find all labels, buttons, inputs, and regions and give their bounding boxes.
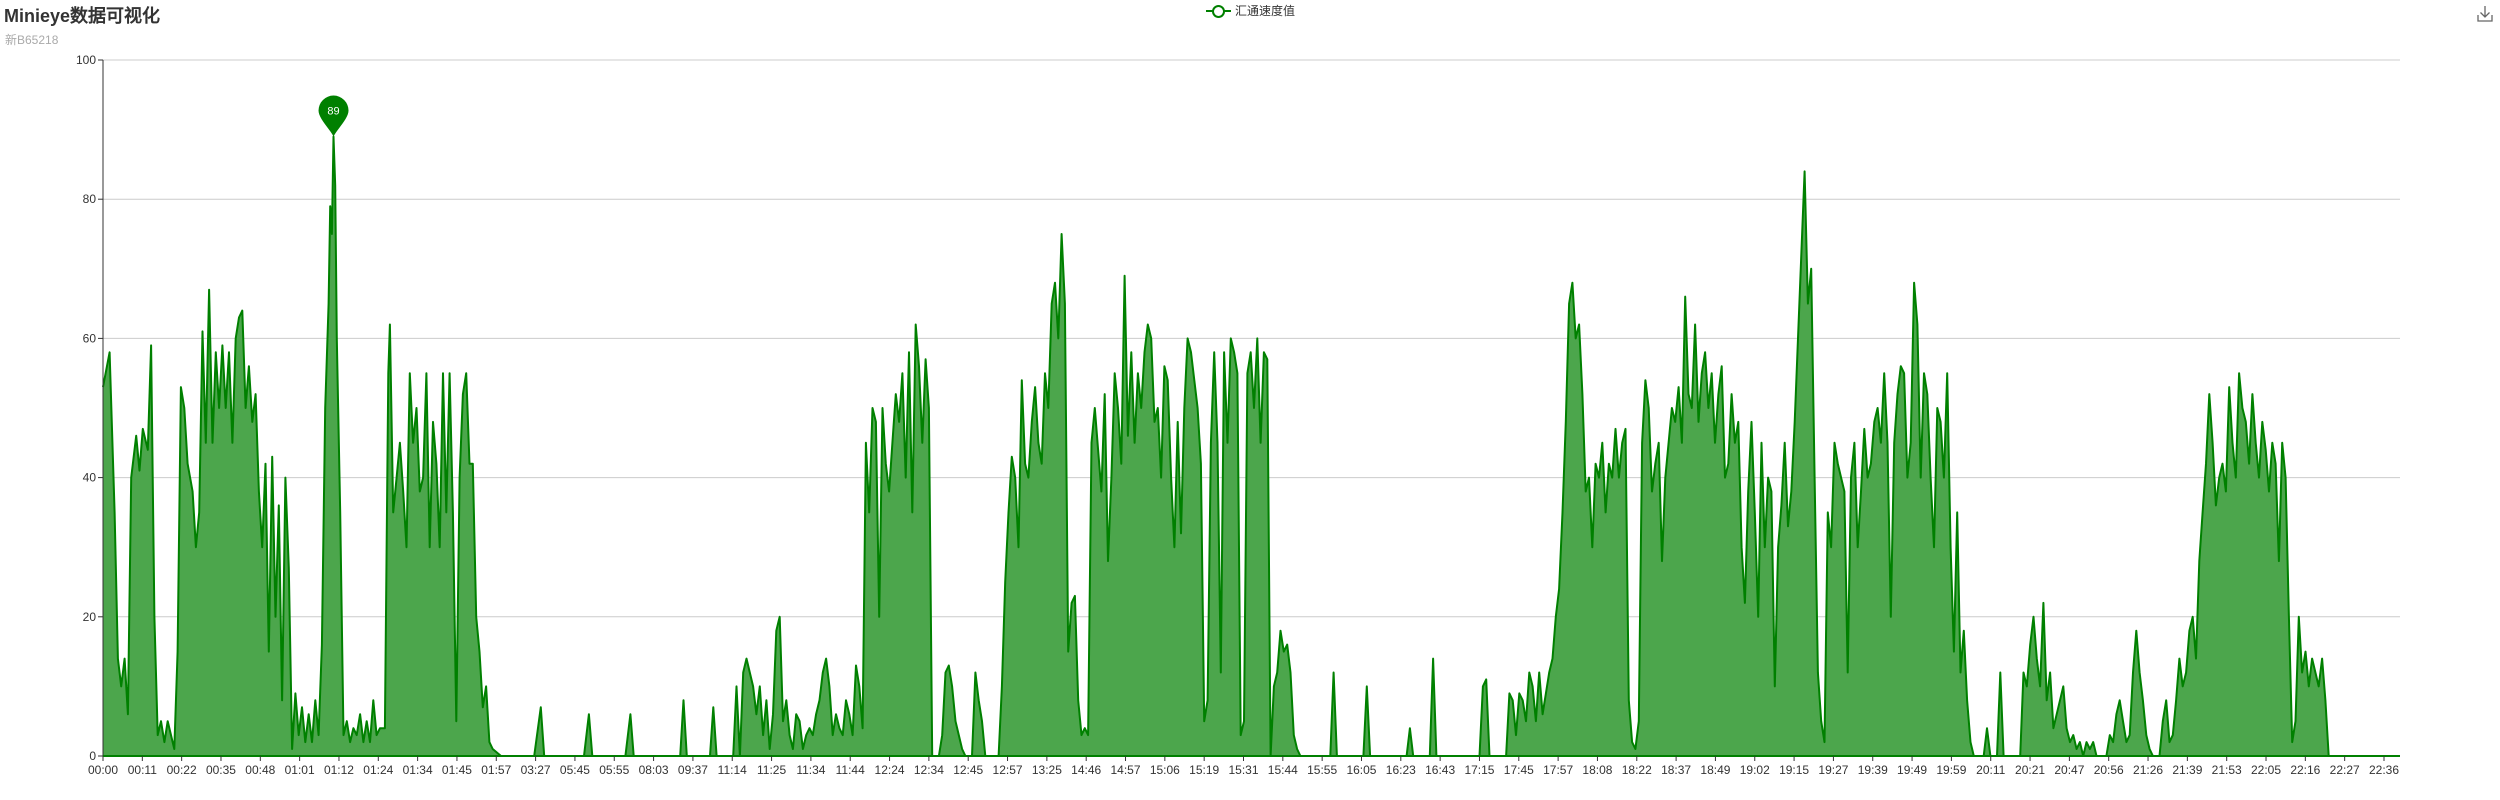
- x-tick-label: 01:24: [363, 763, 393, 777]
- x-tick-label: 20:11: [1976, 763, 2005, 777]
- x-tick-label: 01:34: [403, 763, 433, 777]
- max-pin-marker[interactable]: [318, 95, 349, 137]
- x-tick-label: 19:39: [1858, 763, 1888, 777]
- download-icon-graphic: [2477, 6, 2493, 22]
- y-tick-label: 40: [83, 471, 97, 485]
- x-tick-label: 22:27: [2330, 763, 2360, 777]
- x-tick-label: 21:53: [2212, 763, 2242, 777]
- download-icon[interactable]: [2475, 4, 2495, 24]
- x-tick-label: 11:25: [757, 763, 786, 777]
- x-tick-label: 17:45: [1504, 763, 1534, 777]
- x-tick-label: 00:11: [128, 763, 157, 777]
- x-tick-label: 11:44: [836, 763, 865, 777]
- x-tick-label: 15:19: [1189, 763, 1219, 777]
- x-tick-label: 17:15: [1464, 763, 1494, 777]
- x-tick-label: 05:45: [560, 763, 590, 777]
- x-tick-label: 01:12: [324, 763, 354, 777]
- x-tick-label: 00:22: [167, 763, 197, 777]
- x-tick-label: 18:49: [1700, 763, 1730, 777]
- axes: [102, 60, 2400, 757]
- x-tick-label: 16:43: [1425, 763, 1455, 777]
- x-tick-label: 18:22: [1622, 763, 1652, 777]
- x-tick-label: 19:59: [1936, 763, 1966, 777]
- x-tick-label: 12:57: [993, 763, 1023, 777]
- legend-line-circle-icon: [1206, 4, 1231, 18]
- x-tick-label: 00:35: [206, 763, 236, 777]
- x-tick-label: 20:47: [2054, 763, 2084, 777]
- x-tick-label: 16:05: [1346, 763, 1376, 777]
- series-line: [102, 135, 2330, 757]
- x-tick-label: 14:46: [1071, 763, 1101, 777]
- x-tick-label: 13:25: [1032, 763, 1062, 777]
- chart-title: Minieye数据可视化: [4, 6, 161, 26]
- chart-subtitle: 新B65218: [5, 33, 59, 47]
- x-axis-ticks: 00:00 00:11 00:22 00:35 00:48 01:01 01:12 01:24…: [88, 756, 2399, 777]
- legend-item-series[interactable]: 汇通速度值: [1206, 2, 1295, 19]
- x-tick-label: 22:36: [2369, 763, 2399, 777]
- y-tick-label: 0: [89, 749, 96, 763]
- x-tick-label: 12:24: [875, 763, 905, 777]
- x-tick-label: 14:57: [1111, 763, 1141, 777]
- x-tick-label: 03:27: [521, 763, 551, 777]
- x-tick-label: 00:48: [245, 763, 275, 777]
- series-area: [102, 135, 2330, 757]
- x-tick-label: 09:37: [678, 763, 708, 777]
- x-tick-label: 00:00: [88, 763, 118, 777]
- x-tick-label: 12:34: [914, 763, 944, 777]
- x-tick-label: 15:44: [1268, 763, 1298, 777]
- x-tick-label: 12:45: [953, 763, 983, 777]
- x-tick-label: 20:56: [2094, 763, 2124, 777]
- x-tick-label: 01:01: [285, 763, 315, 777]
- y-tick-label: 80: [83, 192, 97, 206]
- x-tick-label: 17:57: [1543, 763, 1573, 777]
- x-tick-label: 15:31: [1228, 763, 1258, 777]
- y-tick-label: 60: [83, 331, 97, 345]
- x-tick-label: 18:08: [1582, 763, 1612, 777]
- x-tick-label: 19:49: [1897, 763, 1927, 777]
- x-tick-label: 19:27: [1818, 763, 1848, 777]
- x-tick-label: 19:02: [1740, 763, 1770, 777]
- x-tick-label: 21:39: [2172, 763, 2202, 777]
- x-tick-label: 15:55: [1307, 763, 1337, 777]
- x-tick-label: 16:23: [1386, 763, 1416, 777]
- x-tick-label: 22:05: [2251, 763, 2281, 777]
- x-tick-label: 15:06: [1150, 763, 1180, 777]
- x-tick-label: 22:16: [2290, 763, 2320, 777]
- x-tick-label: 19:15: [1779, 763, 1809, 777]
- y-tick-label: 100: [76, 53, 96, 67]
- x-tick-label: 18:37: [1661, 763, 1691, 777]
- x-tick-label: 11:34: [796, 763, 825, 777]
- x-tick-label: 05:55: [599, 763, 629, 777]
- x-tick-label: 21:26: [2133, 763, 2163, 777]
- y-axis-ticks: 0 20 40 60 80 100: [76, 53, 103, 763]
- x-tick-label: 01:45: [442, 763, 472, 777]
- legend-label: 汇通速度值: [1235, 4, 1296, 18]
- y-tick-label: 20: [83, 610, 97, 624]
- x-tick-label: 11:14: [718, 763, 747, 777]
- max-mark-point: 89: [318, 95, 349, 137]
- x-tick-label: 08:03: [639, 763, 669, 777]
- max-pin-label: 89: [327, 106, 339, 118]
- x-tick-label: 20:21: [2015, 763, 2045, 777]
- x-tick-label: 01:57: [481, 763, 511, 777]
- series-area-fill: [103, 136, 2329, 757]
